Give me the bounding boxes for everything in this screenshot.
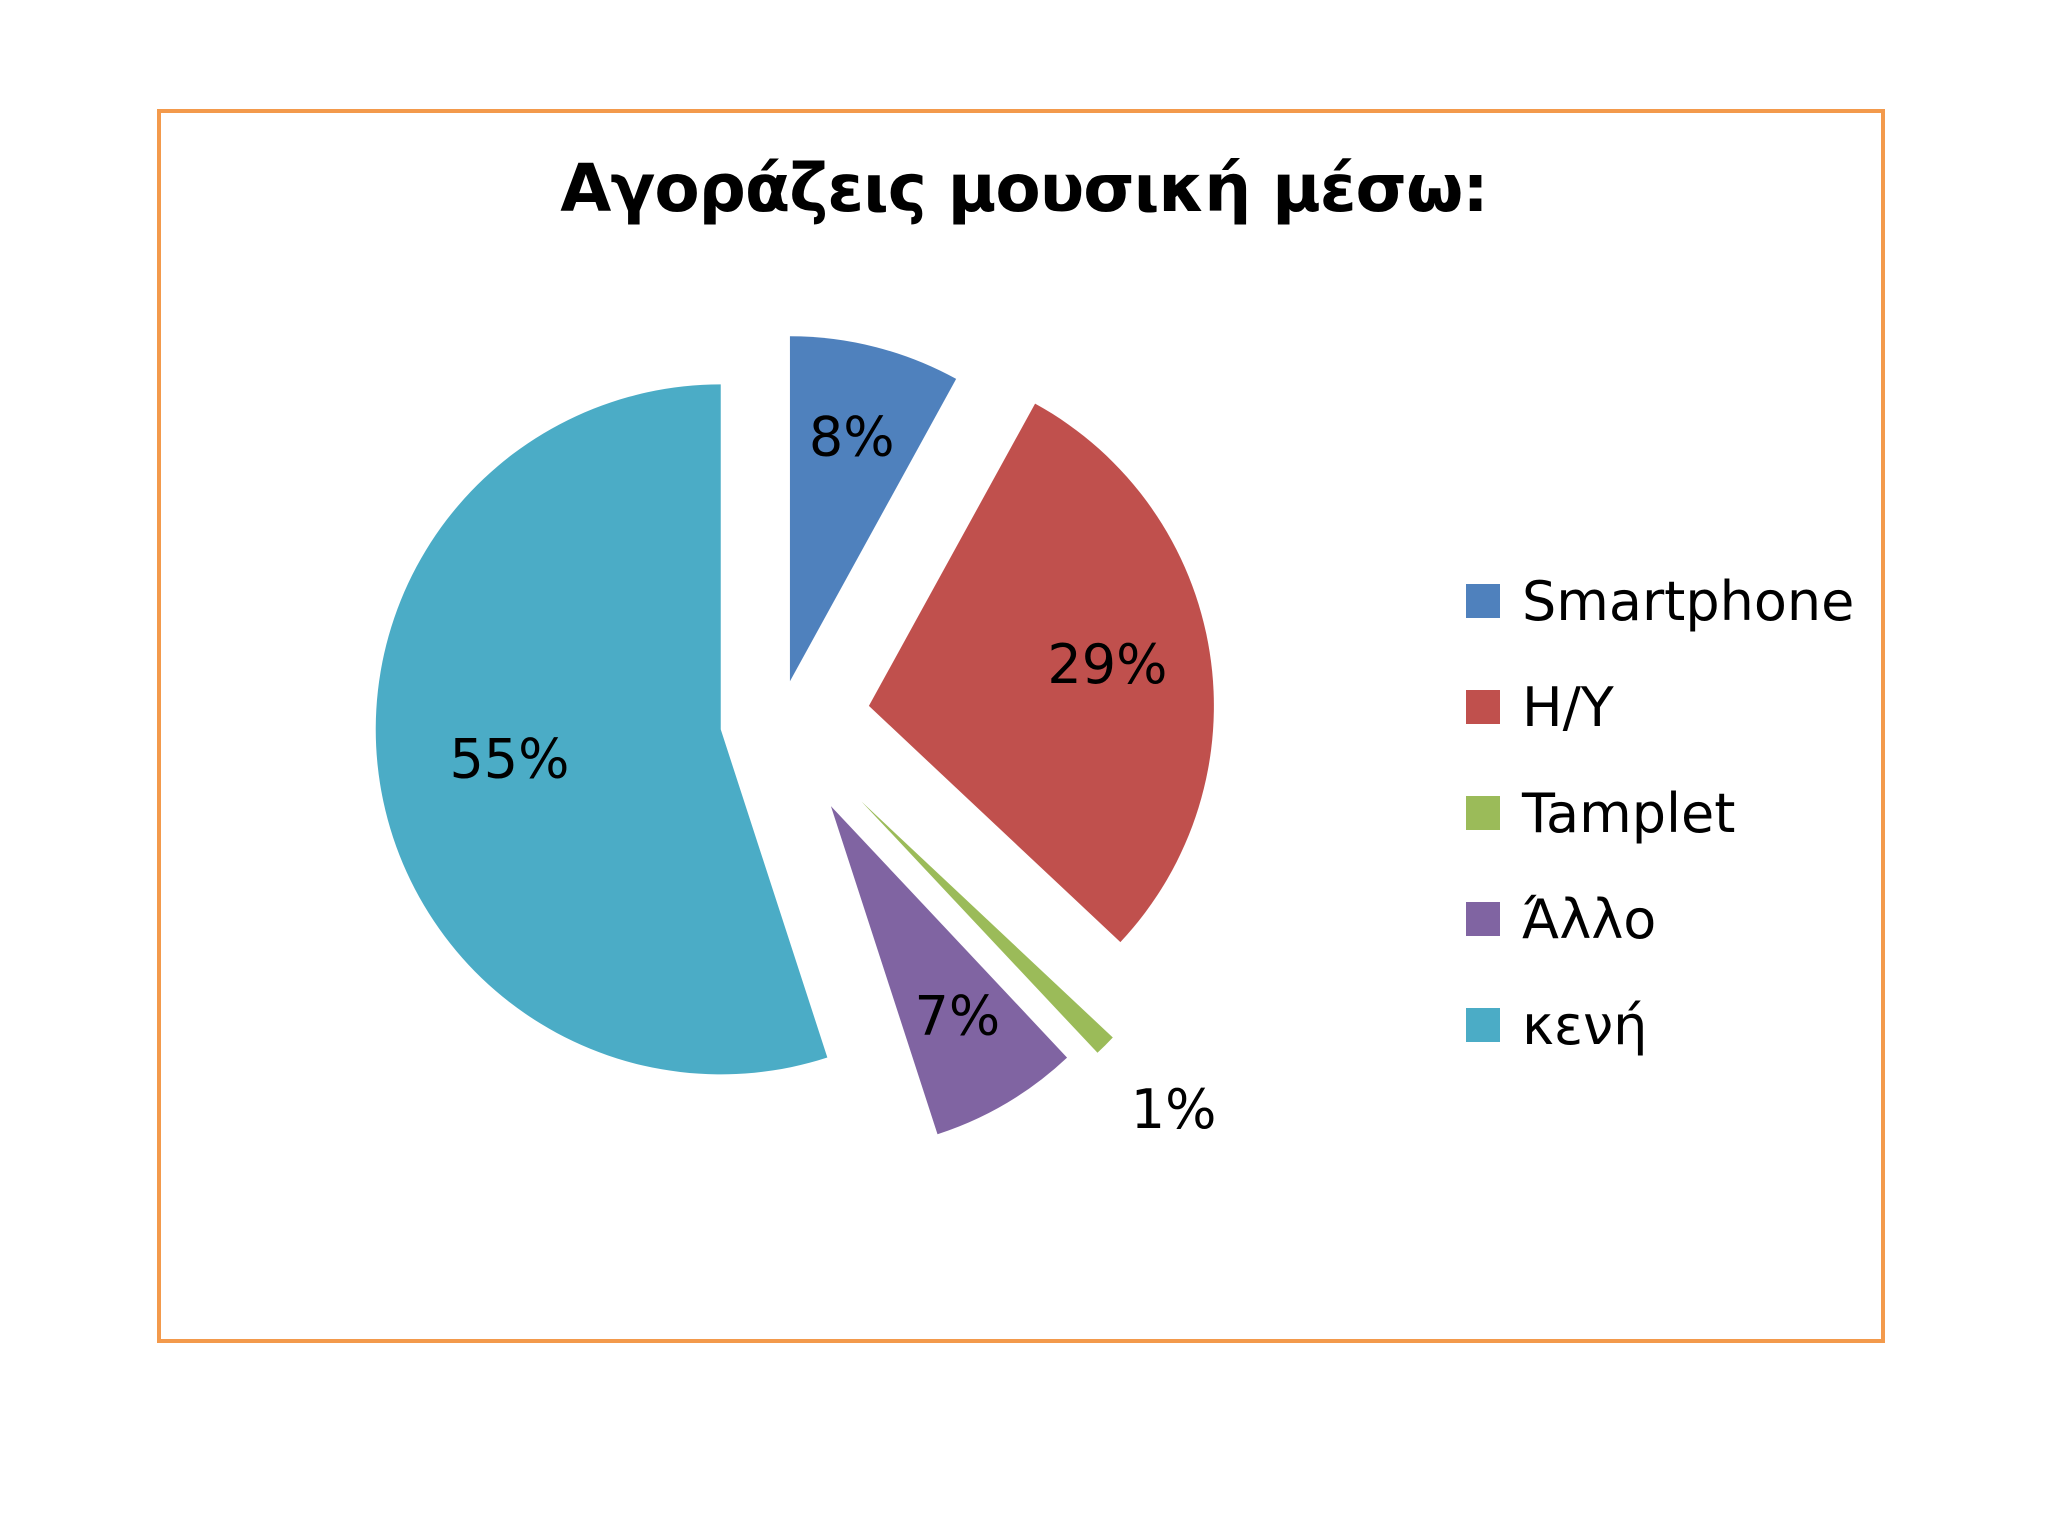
chart-legend: Smartphone H/Y Tamplet Άλλο κενή [1466,548,1854,1078]
slice-label-h-y: 29% [1047,633,1167,696]
legend-swatch [1466,1008,1500,1042]
chart-title: Αγοράζεις μουσική μέσω: [560,150,1488,227]
slice-label-smartphone: 8% [809,405,895,468]
slice-label-κενή: 55% [449,727,569,790]
legend-label: H/Y [1522,675,1614,739]
legend-swatch [1466,902,1500,936]
legend-label: Άλλο [1522,887,1657,951]
legend-swatch [1466,690,1500,724]
legend-label: Smartphone [1522,569,1855,633]
legend-swatch [1466,796,1500,830]
legend-item-smartphone: Smartphone [1466,548,1854,654]
legend-label: κενή [1522,993,1648,1057]
pie-slice-h-y [868,403,1214,943]
legend-swatch [1466,584,1500,618]
pie-slice-άλλο [830,806,1068,1135]
pie-slice-tamplet [861,801,1113,1053]
slice-label-tamplet: 1% [1131,1078,1217,1141]
pie-slice-smartphone [789,336,957,682]
legend-item-h-y: H/Y [1466,654,1854,760]
legend-item-άλλο: Άλλο [1466,866,1854,972]
slice-label-άλλο: 7% [915,985,1001,1048]
legend-item-κενή: κενή [1466,972,1854,1078]
pie-slice-κενή [375,384,828,1075]
legend-item-tamplet: Tamplet [1466,760,1854,866]
legend-label: Tamplet [1522,781,1736,845]
